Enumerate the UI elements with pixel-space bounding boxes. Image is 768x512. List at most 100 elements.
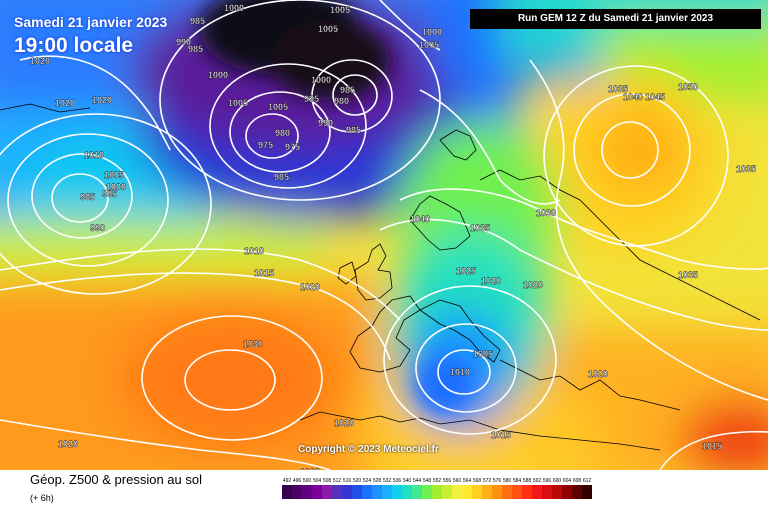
scale-label: 612 <box>582 478 592 484</box>
isobar-label: 1005 <box>228 98 248 108</box>
scale-step: 516 <box>342 477 352 499</box>
scale-label: 588 <box>522 478 532 484</box>
scale-swatch <box>432 485 442 499</box>
scale-step: 588 <box>522 477 532 499</box>
legend-title: Géop. Z500 & pression au sol <box>30 472 202 487</box>
scale-step: 520 <box>352 477 362 499</box>
scale-swatch <box>542 485 552 499</box>
isobar-label: 1020 <box>481 276 501 286</box>
scale-label: 604 <box>562 478 572 484</box>
isobar-label: 1035 <box>470 223 490 233</box>
scale-label: 564 <box>462 478 472 484</box>
isobar-label: 1010 <box>84 150 104 160</box>
isobar-label: 1000 <box>422 27 442 37</box>
scale-label: 552 <box>432 478 442 484</box>
scale-step: 600 <box>552 477 562 499</box>
scale-step: 528 <box>372 477 382 499</box>
isobar-label: 1025 <box>456 266 476 276</box>
scale-step: 596 <box>542 477 552 499</box>
scale-swatch <box>342 485 352 499</box>
scale-label: 548 <box>422 478 432 484</box>
scale-step: 512 <box>332 477 342 499</box>
isobar-labels: 1000 985 990 1005 1005 1000 1005 985 1000 1005 100… <box>30 3 756 470</box>
scale-label: 580 <box>502 478 512 484</box>
scale-swatch <box>572 485 582 499</box>
scale-swatch <box>532 485 542 499</box>
scale-label: 512 <box>332 478 342 484</box>
isobar-label: 990 <box>90 223 105 233</box>
isobar-label: 1030 <box>243 339 263 349</box>
scale-label: 592 <box>532 478 542 484</box>
isobars <box>0 0 768 470</box>
scale-swatch <box>472 485 482 499</box>
scale-step: 496 <box>292 477 302 499</box>
isobar-label: 1000 <box>208 70 228 80</box>
isobar-label: 1040 <box>623 92 643 102</box>
scale-swatch <box>402 485 412 499</box>
scale-label: 496 <box>292 478 302 484</box>
isobar-label: 1020 <box>523 280 543 290</box>
isobar-label: 1010 <box>244 246 264 256</box>
isobar-label: 1005 <box>330 5 350 15</box>
isobar-label: 1015 <box>491 430 511 440</box>
isobar-label: 1030 <box>536 208 556 218</box>
isobar-label: 1005 <box>104 170 124 180</box>
isobar-label: 1045 <box>645 92 665 102</box>
isobar-label: 1020 <box>588 369 608 379</box>
isobar-label: 1015 <box>702 441 722 451</box>
isobar-label: 1040 <box>410 214 430 224</box>
scale-swatch <box>562 485 572 499</box>
scale-step: 568 <box>472 477 482 499</box>
scale-swatch <box>552 485 562 499</box>
isobar-label: 1020 <box>58 439 78 449</box>
isobar-label: 990 <box>318 118 333 128</box>
isobar-label: 980 <box>334 96 349 106</box>
isobar-label: 1020 <box>300 467 320 470</box>
scale-swatch <box>482 485 492 499</box>
weather-map: 1000 985 990 1005 1005 1000 1005 985 1000 1005 100… <box>0 0 768 470</box>
isobar-label: 975 <box>258 140 273 150</box>
scale-label: 520 <box>352 478 362 484</box>
scale-step: 532 <box>382 477 392 499</box>
forecast-date: Samedi 21 janvier 2023 <box>14 14 168 30</box>
scale-step: 504 <box>312 477 322 499</box>
isobar-label: 1035 <box>678 270 698 280</box>
scale-swatch <box>392 485 402 499</box>
isobar-label: 985 <box>346 125 361 135</box>
scale-swatch <box>292 485 302 499</box>
scale-swatch <box>452 485 462 499</box>
scale-label: 556 <box>442 478 452 484</box>
isobar-label: 1005 <box>473 349 493 359</box>
scale-label: 596 <box>542 478 552 484</box>
isobar-label: 985 <box>80 192 95 202</box>
isobar-label: 1005 <box>318 24 338 34</box>
scale-step: 552 <box>432 477 442 499</box>
forecast-time: 19:00 locale <box>14 34 134 57</box>
geopotential-field <box>0 0 768 470</box>
scale-step: 576 <box>492 477 502 499</box>
scale-swatch <box>422 485 432 499</box>
scale-swatch <box>302 485 312 499</box>
scale-swatch <box>502 485 512 499</box>
scale-step: 508 <box>322 477 332 499</box>
isobar-label: 1020 <box>334 418 354 428</box>
scale-step: 584 <box>512 477 522 499</box>
scale-step: 612 <box>582 477 592 499</box>
scale-swatch <box>372 485 382 499</box>
scale-label: 608 <box>572 478 582 484</box>
scale-swatch <box>322 485 332 499</box>
scale-label: 500 <box>302 478 312 484</box>
scale-label: 600 <box>552 478 562 484</box>
isobar-label: 1020 <box>30 56 50 66</box>
scale-swatch <box>352 485 362 499</box>
isobar-label: 1020 <box>55 98 75 108</box>
scale-label: 568 <box>472 478 482 484</box>
scale-swatch <box>492 485 502 499</box>
scale-step: 544 <box>412 477 422 499</box>
footer-legend: Géop. Z500 & pression au sol (+ 6h) 492 4… <box>0 470 768 512</box>
scale-step: 580 <box>502 477 512 499</box>
isobar-label: 975 <box>285 142 300 152</box>
isobar-label: 1000 <box>224 3 244 13</box>
isobar-label: 1005 <box>268 102 288 112</box>
coastlines <box>0 103 761 451</box>
